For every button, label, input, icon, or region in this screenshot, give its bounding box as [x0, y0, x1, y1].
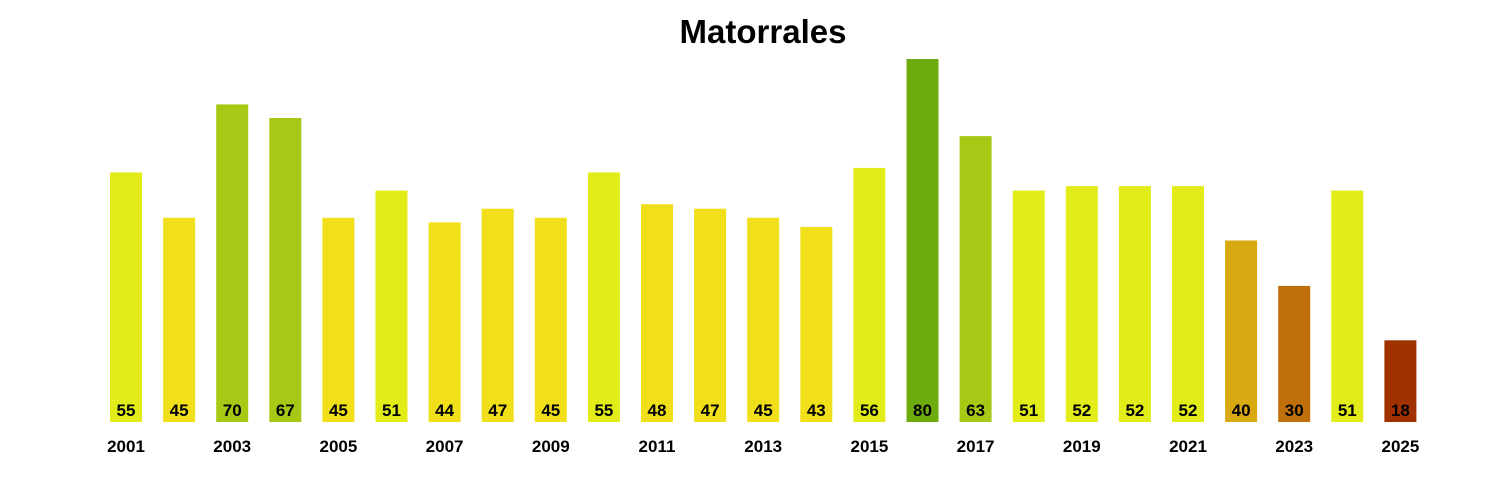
bar-2003	[216, 104, 249, 423]
value-label-2016: 80	[913, 401, 932, 420]
bar-2012	[694, 208, 727, 422]
value-label-2018: 51	[1019, 401, 1038, 420]
value-label-2010: 55	[594, 401, 613, 420]
value-label-2025: 18	[1391, 401, 1410, 420]
bar-2010	[587, 172, 620, 422]
bar-2006	[375, 190, 408, 422]
x-tick-2023: 2023	[1275, 437, 1313, 456]
x-tick-2011: 2011	[639, 437, 676, 456]
value-label-2009: 45	[541, 401, 560, 420]
value-label-2017: 63	[966, 401, 985, 420]
bar-2020	[1118, 186, 1151, 422]
value-label-2019: 52	[1072, 401, 1091, 420]
bar-2024	[1331, 190, 1364, 422]
bar-2016	[906, 59, 939, 422]
bar-2007	[428, 222, 461, 422]
value-label-2008: 47	[488, 401, 507, 420]
value-label-2004: 67	[276, 401, 295, 420]
value-label-2020: 52	[1125, 401, 1144, 420]
x-tick-2019: 2019	[1063, 437, 1101, 456]
bar-2025	[1384, 340, 1417, 422]
x-tick-2013: 2013	[744, 437, 782, 456]
bar-2022	[1225, 240, 1258, 422]
value-label-2015: 56	[860, 401, 879, 420]
bar-2014	[800, 226, 833, 422]
value-label-2006: 51	[382, 401, 401, 420]
x-axis-ticks: 2001 2003 2005 2007 2009 2011 2013 2015 2017 2019…	[107, 437, 1419, 456]
value-label-2007: 44	[435, 401, 454, 420]
value-label-2003: 70	[223, 401, 242, 420]
x-tick-2015: 2015	[850, 437, 888, 456]
bars-group	[110, 59, 1417, 423]
value-labels-group: 55 45 70 67 45 51 44 47 45 55 48 47 45 43 56 80 63 51 52 52…	[117, 401, 1410, 420]
bar-2018	[1012, 190, 1045, 422]
bar-2009	[534, 217, 567, 422]
bar-2015	[853, 167, 886, 422]
x-tick-2017: 2017	[957, 437, 995, 456]
x-tick-2001: 2001	[107, 437, 145, 456]
value-label-2002: 45	[170, 401, 189, 420]
bar-2005	[322, 217, 355, 422]
value-label-2022: 40	[1232, 401, 1251, 420]
value-label-2013: 45	[754, 401, 773, 420]
chart-title: Matorrales	[680, 13, 847, 50]
bar-2008	[481, 208, 514, 422]
value-label-2005: 45	[329, 401, 348, 420]
bar-2004	[269, 118, 302, 422]
bar-2011	[641, 204, 673, 422]
bar-2013	[747, 217, 780, 422]
x-tick-2025: 2025	[1381, 437, 1419, 456]
value-label-2011: 48	[648, 401, 667, 420]
x-tick-2021: 2021	[1169, 437, 1207, 456]
x-tick-2005: 2005	[319, 437, 357, 456]
x-tick-2009: 2009	[532, 437, 570, 456]
bar-2023	[1278, 285, 1311, 422]
value-label-2014: 43	[807, 401, 826, 420]
bar-2017	[959, 136, 992, 422]
bar-2019	[1065, 186, 1098, 422]
value-label-2023: 30	[1285, 401, 1304, 420]
x-tick-2007: 2007	[426, 437, 464, 456]
value-label-2001: 55	[117, 401, 136, 420]
bar-2001	[110, 172, 142, 422]
bar-2002	[163, 217, 196, 422]
x-tick-2003: 2003	[213, 437, 251, 456]
value-label-2024: 51	[1338, 401, 1357, 420]
value-label-2012: 47	[701, 401, 720, 420]
bar-2021	[1172, 186, 1204, 422]
value-label-2021: 52	[1179, 401, 1198, 420]
